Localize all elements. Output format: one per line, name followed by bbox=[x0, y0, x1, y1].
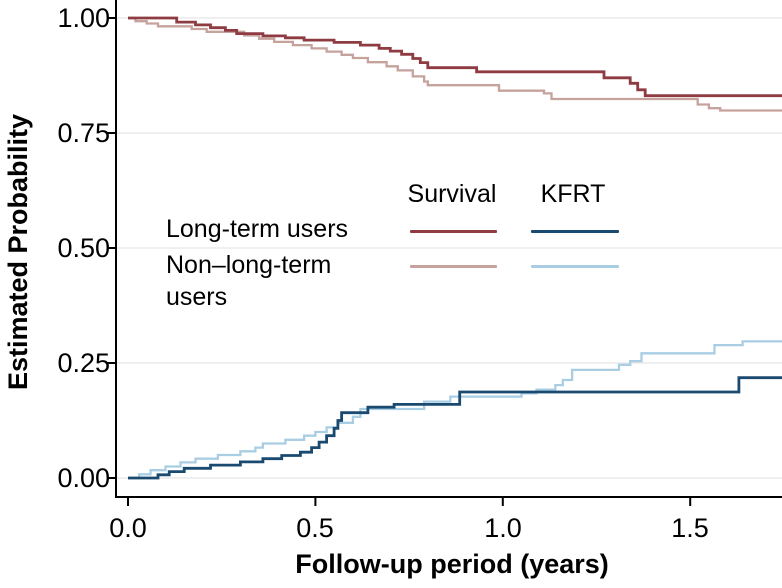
y-axis-title: Estimated Probability bbox=[3, 113, 33, 391]
legend-label-long-term-users: Long-term users bbox=[166, 215, 349, 243]
legend-label-non-long-term-users: Non–long-term users bbox=[166, 251, 332, 311]
x-tick-label: 0.5 bbox=[296, 513, 334, 543]
y-tick-label: 0.75 bbox=[57, 118, 110, 148]
curve-survival-non-long-term-users bbox=[128, 16, 782, 112]
legend-swatch-kfrt-long-term bbox=[531, 230, 619, 233]
x-tick-label: 1.0 bbox=[484, 513, 522, 543]
y-tick-label: 1.00 bbox=[57, 3, 110, 33]
curve-survival-long-term-users bbox=[128, 16, 782, 98]
x-tick-label: 1.5 bbox=[671, 513, 709, 543]
legend-swatch-survival-non-long-term bbox=[410, 265, 497, 268]
x-axis-title: Follow-up period (years) bbox=[295, 549, 609, 579]
x-tick-label: 0.0 bbox=[109, 513, 147, 543]
y-tick-label: 0.50 bbox=[57, 233, 110, 263]
legend-header-kfrt: KFRT bbox=[540, 180, 606, 208]
legend-swatch-survival-long-term bbox=[410, 230, 497, 233]
y-tick-label: 0.25 bbox=[57, 348, 110, 378]
y-tick-label: 0.00 bbox=[57, 463, 110, 493]
legend-swatch-kfrt-non-long-term bbox=[531, 265, 619, 268]
curve-kfrt-non-long-term-users bbox=[128, 340, 782, 480]
curve-kfrt-long-term-users bbox=[128, 376, 782, 480]
legend-header-survival: Survival bbox=[407, 180, 497, 208]
